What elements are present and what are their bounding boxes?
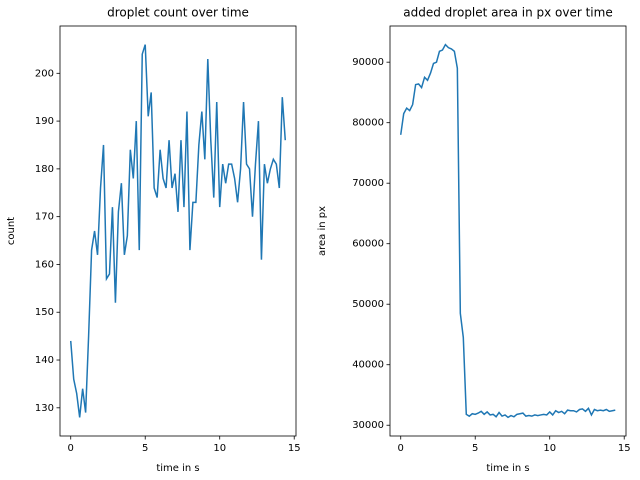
y-tick-label: 80000 — [352, 118, 384, 129]
y-tick-label: 50000 — [352, 299, 384, 310]
y-tick-label: 40000 — [352, 360, 384, 371]
y-tick-label: 190 — [35, 116, 54, 127]
x-tick-label: 15 — [288, 443, 301, 454]
y-axis-label: area in px — [317, 206, 328, 256]
y-tick-label: 90000 — [352, 57, 384, 68]
x-tick-label: 5 — [472, 443, 478, 454]
x-tick-label: 0 — [68, 443, 74, 454]
data-line — [399, 43, 616, 419]
y-tick-label: 30000 — [352, 420, 384, 431]
y-tick-label: 150 — [35, 307, 54, 318]
x-tick-label: 10 — [543, 443, 556, 454]
x-tick-label: 10 — [213, 443, 226, 454]
y-tick-label: 200 — [35, 68, 54, 79]
x-tick-label: 5 — [142, 443, 148, 454]
chart-title: droplet count over time — [107, 6, 249, 20]
x-axis-label: time in s — [156, 463, 199, 474]
x-tick-label: 15 — [618, 443, 631, 454]
axes-frame — [389, 25, 627, 437]
y-tick-label: 60000 — [352, 239, 384, 250]
x-axis-label: time in s — [486, 463, 529, 474]
y-tick-label: 180 — [35, 164, 54, 175]
y-tick-label: 170 — [35, 212, 54, 223]
x-tick-label: 0 — [398, 443, 404, 454]
y-axis-label: count — [6, 217, 17, 245]
y-tick-label: 70000 — [352, 178, 384, 189]
axes-frame — [59, 25, 297, 437]
y-tick-label: 160 — [35, 259, 54, 270]
chart-title: added droplet area in px over time — [403, 6, 612, 20]
y-tick-label: 130 — [35, 403, 54, 414]
data-line — [69, 44, 287, 418]
y-tick-label: 140 — [35, 355, 54, 366]
